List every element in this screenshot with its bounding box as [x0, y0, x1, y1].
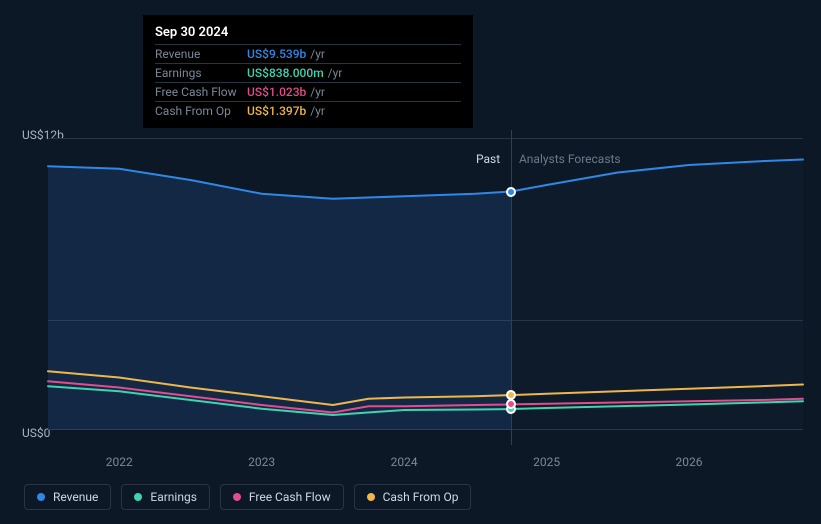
tooltip-row: Cash From OpUS$1.397b/yr [155, 101, 461, 120]
tooltip-metric-value: US$838.000m [247, 66, 324, 80]
x-axis-label: 2025 [533, 455, 560, 469]
hover-dot [506, 390, 516, 400]
legend: Revenue Earnings Free Cash Flow Cash From O… [24, 484, 471, 510]
legend-item[interactable]: Free Cash Flow [220, 484, 344, 510]
tooltip-metric-value: US$1.397b [247, 104, 306, 118]
chart-svg [48, 130, 803, 445]
plot-region[interactable] [48, 130, 803, 445]
tooltip-metric-value: US$1.023b [247, 85, 306, 99]
hover-dot [506, 187, 516, 197]
tooltip-metric-unit: /yr [310, 85, 325, 99]
legend-label: Earnings [150, 490, 197, 504]
tooltip-row: RevenueUS$9.539b/yr [155, 44, 461, 63]
legend-item[interactable]: Earnings [121, 484, 210, 510]
legend-swatch [233, 493, 241, 501]
tooltip-metric-label: Revenue [155, 47, 247, 61]
forecast-label: Analysts Forecasts [519, 152, 621, 166]
legend-label: Revenue [53, 490, 98, 504]
tooltip-metric-value: US$9.539b [247, 47, 306, 61]
tooltip-metric-label: Earnings [155, 66, 247, 80]
legend-swatch [134, 493, 142, 501]
legend-item[interactable]: Cash From Op [354, 484, 472, 510]
tooltip-metric-unit: /yr [310, 47, 325, 61]
tooltip-metric-label: Free Cash Flow [155, 85, 247, 99]
tooltip-metric-label: Cash From Op [155, 104, 247, 118]
legend-label: Free Cash Flow [249, 490, 331, 504]
hover-tooltip: Sep 30 2024 RevenueUS$9.539b/yrEarningsU… [143, 15, 473, 128]
x-axis-label: 2026 [676, 455, 703, 469]
legend-label: Cash From Op [383, 490, 459, 504]
tooltip-metric-unit: /yr [310, 104, 325, 118]
legend-item[interactable]: Revenue [24, 484, 111, 510]
x-axis-label: 2023 [248, 455, 275, 469]
past-label: Past [476, 152, 500, 166]
x-axis-label: 2022 [106, 455, 133, 469]
tooltip-row: Free Cash FlowUS$1.023b/yr [155, 82, 461, 101]
hover-dot [506, 399, 516, 409]
tooltip-metric-unit: /yr [328, 66, 343, 80]
legend-swatch [37, 493, 45, 501]
tooltip-row: EarningsUS$838.000m/yr [155, 63, 461, 82]
tooltip-date: Sep 30 2024 [155, 25, 461, 40]
x-axis-label: 2024 [391, 455, 418, 469]
legend-swatch [367, 493, 375, 501]
y-axis-label-min: US$0 [22, 426, 50, 440]
